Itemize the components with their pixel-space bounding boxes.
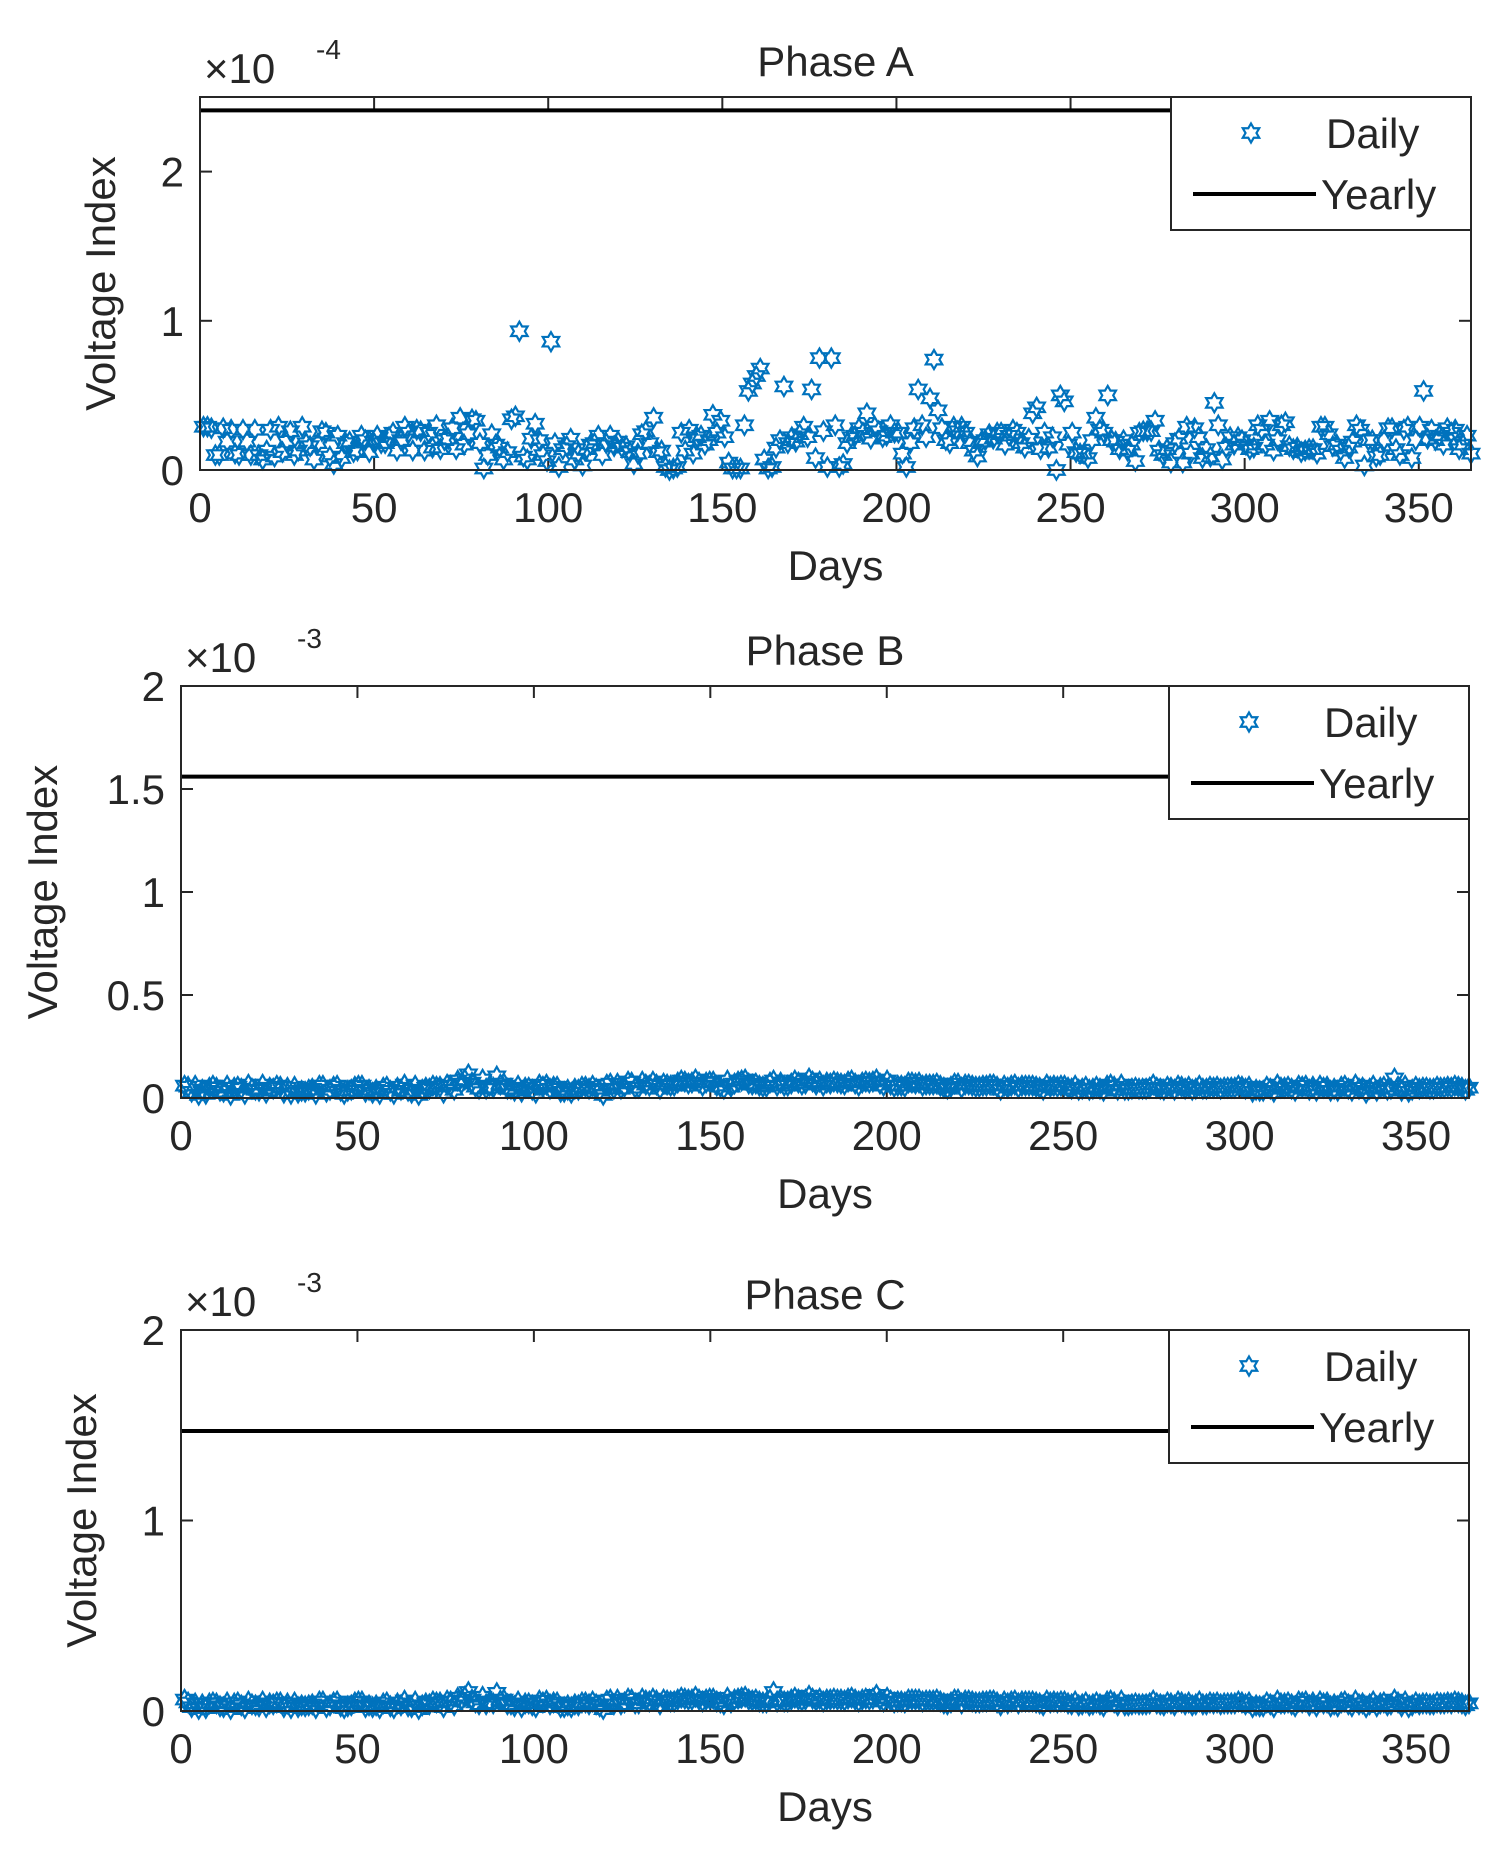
y-tick-label: 2 (142, 1307, 165, 1354)
x-tick-label: 250 (1036, 484, 1106, 531)
x-tick-label: 300 (1205, 1725, 1275, 1772)
daily-point (735, 414, 754, 436)
legend-box (1168, 685, 1470, 820)
legend-daily-label: Daily (1324, 1343, 1417, 1390)
daily-point (510, 320, 529, 342)
daily-point (750, 357, 770, 380)
axes-box (199, 96, 1472, 471)
chart-title: Phase C (744, 1271, 905, 1318)
x-tick-label: 150 (675, 1725, 745, 1772)
legend-daily-label: Daily (1326, 110, 1419, 157)
legend: Daily Yearly (1168, 1329, 1470, 1464)
x-tick-label: 150 (675, 1112, 745, 1159)
x-axis-label: Days (777, 1170, 873, 1217)
subplot-3: 0 50 100 150 200 250 300 350 0 1 2 Days Voltage Inde… (58, 1267, 1479, 1830)
daily-series (175, 1681, 1479, 1720)
y-tick-label: 0 (142, 1688, 165, 1735)
daily-point (1054, 390, 1074, 412)
x-tick-label: 50 (351, 484, 398, 531)
daily-point (802, 378, 821, 401)
x-tick-label: 0 (169, 1112, 192, 1159)
x-tick-label: 0 (188, 484, 211, 531)
y-tick-label: 0 (161, 447, 184, 494)
y-axis-label: Voltage Index (19, 765, 66, 1020)
daily-series (194, 320, 1481, 481)
x-tick-label: 300 (1210, 484, 1280, 531)
x-tick-label: 350 (1384, 484, 1454, 531)
legend-yearly-label: Yearly (1321, 171, 1436, 218)
legend-yearly-label: Yearly (1319, 1404, 1434, 1451)
axis-exponent-power: -3 (297, 623, 322, 654)
x-tick-label: 150 (687, 484, 757, 531)
daily-point (541, 331, 561, 353)
x-tick-label: 100 (499, 1112, 569, 1159)
daily-point (427, 414, 446, 436)
subplot-1: 0 50 100 150 200 250 300 350 0 1 2 Days Voltage Inde… (77, 34, 1481, 589)
x-axis-label: Days (777, 1783, 873, 1830)
axis-exponent-power: -3 (297, 1267, 322, 1298)
axis-exponent-label: ×10 (204, 45, 275, 92)
y-tick-label: 0 (142, 1075, 165, 1122)
chart-title: Phase B (746, 627, 905, 674)
y-axis-label: Voltage Index (58, 1393, 105, 1648)
y-tick-label: 2 (161, 149, 184, 196)
x-tick-label: 350 (1381, 1112, 1451, 1159)
y-tick-label: 1 (142, 869, 165, 916)
daily-point (774, 375, 794, 398)
daily-point (1414, 380, 1433, 402)
x-tick-label: 50 (334, 1725, 381, 1772)
axis-exponent-label: ×10 (185, 1278, 256, 1325)
y-tick-label: 1 (142, 1498, 165, 1545)
daily-point (1098, 384, 1118, 406)
x-tick-label: 350 (1381, 1725, 1451, 1772)
y-tick-label: 0.5 (107, 972, 165, 1019)
x-tick-label: 100 (499, 1725, 569, 1772)
axes-box (180, 1329, 1470, 1712)
legend-daily-label: Daily (1324, 699, 1417, 746)
y-tick-label: 1 (161, 298, 184, 345)
legend: Daily Yearly (1170, 96, 1472, 231)
x-tick-label: 200 (852, 1725, 922, 1772)
x-tick-label: 0 (169, 1725, 192, 1772)
x-tick-label: 250 (1028, 1725, 1098, 1772)
x-tick-label: 200 (852, 1112, 922, 1159)
daily-point (1205, 392, 1224, 414)
legend-box (1168, 1329, 1470, 1464)
x-tick-label: 200 (861, 484, 931, 531)
x-tick-label: 250 (1028, 1112, 1098, 1159)
y-tick-label: 1.5 (107, 766, 165, 813)
y-axis-label: Voltage Index (77, 156, 124, 411)
legend: Daily Yearly (1168, 685, 1470, 820)
x-tick-label: 300 (1205, 1112, 1275, 1159)
legend-box (1170, 96, 1472, 231)
axes-box (180, 685, 1470, 1099)
axis-exponent-power: -4 (316, 34, 341, 65)
x-tick-label: 50 (334, 1112, 381, 1159)
axis-exponent-label: ×10 (185, 634, 256, 681)
daily-point (924, 348, 944, 371)
subplot-2: 0 50 100 150 200 250 300 350 0 0.5 1 1.5 2 Days Voltag… (19, 623, 1479, 1217)
legend-yearly-label: Yearly (1319, 760, 1434, 807)
x-tick-label: 100 (513, 484, 583, 531)
daily-point (821, 347, 841, 369)
daily-point (1027, 396, 1046, 418)
chart-title: Phase A (757, 38, 913, 85)
y-tick-label: 2 (142, 663, 165, 710)
x-axis-label: Days (788, 542, 884, 589)
